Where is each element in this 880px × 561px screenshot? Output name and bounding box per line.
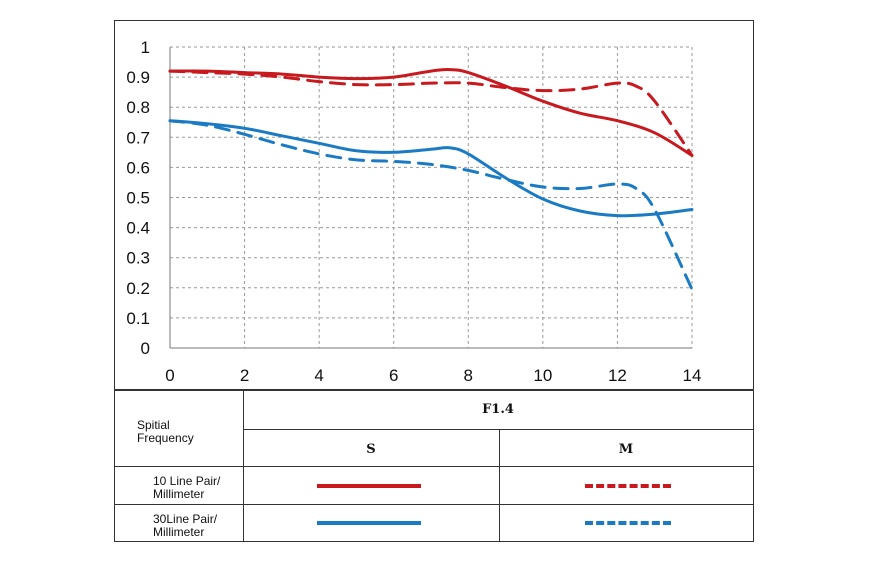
swatch-30lp-sagittal [317,521,421,525]
legend-row-divider-1 [115,466,753,467]
x-tick-label: 2 [240,366,249,385]
series-line-s30 [168,119,694,218]
x-tick-label: 0 [165,366,174,385]
y-tick-label: 0.3 [126,249,150,268]
y-tick-label: 0.1 [126,309,150,328]
legend-table: Spitial Frequency F1.4 S M 10 Line Pair/… [114,390,754,542]
swatch-10lp-meridional [585,484,671,488]
x-tick-label: 8 [464,366,473,385]
swatch-10lp-sagittal [317,484,421,488]
y-tick-label: 0.4 [126,219,150,238]
y-tick-label: 0.8 [126,98,150,117]
row-10lp-label: 10 Line Pair/ Millimeter [153,474,221,501]
x-tick-label: 14 [683,366,702,385]
y-tick-label: 0.6 [126,158,150,177]
x-tick-label: 10 [533,366,552,385]
legend-col-divider [499,429,500,541]
spatial-frequency-label: Spitial Frequency [137,418,194,445]
swatch-30lp-meridional [585,521,671,525]
sagittal-column-label: S [366,442,376,457]
y-tick-label: 0.2 [126,279,150,298]
y-tick-label: 0 [141,339,150,358]
x-tick-label: 4 [314,366,323,385]
y-tick-label: 0.5 [126,189,150,208]
chart-frame [114,20,754,390]
x-tick-label: 6 [389,366,398,385]
legend-row-divider-2 [115,504,753,505]
series-line-s10 [168,68,694,157]
series-line-m30 [168,119,694,291]
aperture-label: F1.4 [482,402,514,417]
y-tick-label: 0.9 [126,68,150,87]
row-30lp-label: 30Line Pair/ Millimeter [153,512,218,539]
series-line-m10 [168,69,694,157]
legend-header-divider [243,429,753,430]
y-tick-label: 1 [141,38,150,57]
x-tick-label: 12 [608,366,627,385]
meridional-column-label: M [618,442,634,457]
y-tick-label: 0.7 [126,128,150,147]
